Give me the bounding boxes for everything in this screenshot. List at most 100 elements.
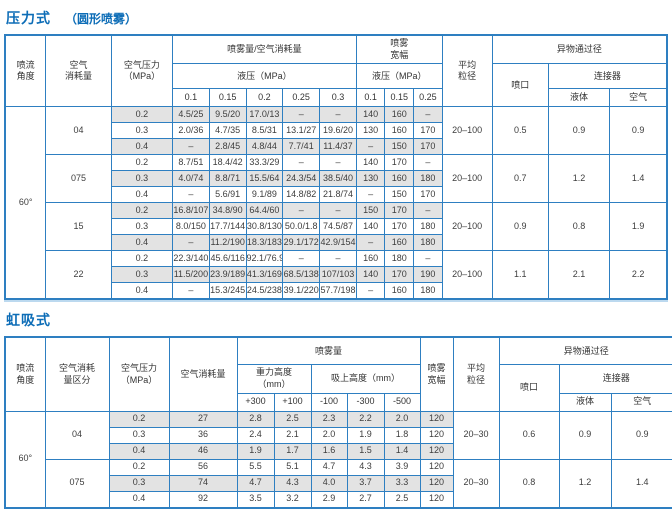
- data-cell: 160: [384, 122, 415, 140]
- data-cell: 29.1/172: [282, 234, 321, 252]
- data-cell: 180: [413, 282, 443, 300]
- table-row: 0.4–15.3/245 24.5/238 39.1/220 57.7/198–160…: [5, 282, 667, 300]
- data-cell: 0.4: [110, 186, 174, 204]
- col-spray-width: 喷雾 宽幅: [419, 336, 454, 412]
- orifice: 0.6: [498, 410, 560, 460]
- avg-particle: 20–30: [452, 410, 500, 460]
- conn-air: 1.4: [609, 154, 668, 204]
- col-avg-particle: 平均 粒径: [441, 34, 493, 108]
- data-cell: 5.6/91: [208, 186, 247, 204]
- col-conn-air: 空气: [609, 88, 668, 108]
- col-h-100: -100: [310, 392, 348, 412]
- data-cell: 2.1: [273, 426, 312, 444]
- data-cell: 2.2: [346, 410, 385, 428]
- table-row: 15 0.2 16.8/107 34.8/90 64.4/60– –150 170–20–1…: [5, 202, 668, 252]
- data-cell: 15.5/64: [245, 170, 284, 188]
- col-h+100: +100: [273, 392, 312, 412]
- data-cell: 41.3/169: [245, 266, 284, 284]
- data-cell: 0.4: [110, 282, 174, 300]
- data-cell: 2.8/45: [208, 138, 247, 156]
- data-cell: –: [282, 250, 321, 268]
- data-cell: 18.4/42: [208, 154, 247, 172]
- page-title-2: 虹吸式: [6, 312, 51, 329]
- data-cell: 0.4: [108, 442, 170, 460]
- data-cell: 24.5/238: [245, 282, 284, 300]
- data-cell: 3.2: [273, 490, 312, 509]
- col-spray-per-air: 喷雾量/空气消耗量: [172, 34, 357, 65]
- data-cell: 92.1/76.9: [245, 250, 284, 268]
- page-subtitle: （圆形喷雾）: [65, 12, 138, 26]
- data-cell: 120: [419, 458, 454, 476]
- data-cell: –: [355, 282, 386, 300]
- data-cell: 4.8/44: [245, 138, 284, 156]
- col-foreign-matter: 异物通过径: [498, 336, 672, 366]
- data-cell: –: [282, 154, 321, 172]
- data-cell: 107/103: [319, 266, 357, 284]
- data-cell: –: [172, 234, 210, 252]
- data-cell: 160: [384, 234, 415, 252]
- data-cell: 190: [413, 266, 443, 284]
- data-cell: 7.7/41: [282, 138, 321, 156]
- data-cell: 2.7: [346, 490, 385, 509]
- table-row: 22 0.2 22.3/140 45.6/116 92.1/76.9– –160 180–2…: [5, 250, 668, 300]
- data-cell: 170: [384, 202, 415, 220]
- data-cell: 24.3/54: [282, 170, 321, 188]
- pressure-type-table: 喷流 角度 空气 消耗量 空气压力 （MPa） 喷雾量/空气消耗量 喷雾 宽幅 平均 粒径…: [4, 34, 668, 301]
- data-cell: 56: [168, 458, 238, 476]
- data-cell: 120: [419, 474, 454, 492]
- data-cell: 15.3/245: [208, 282, 247, 300]
- data-cell: –: [172, 282, 210, 300]
- data-cell: 160: [384, 170, 415, 188]
- data-cell: 36: [168, 426, 238, 444]
- data-cell: 170: [413, 138, 443, 156]
- page-title: 压力式: [6, 10, 51, 26]
- data-cell: 3.7: [346, 474, 385, 492]
- data-cell: 4.5/25: [172, 106, 210, 124]
- section-title-siphon: 虹吸式: [6, 310, 668, 330]
- table-row: 0.3 4.0/74 8.8/71 15.5/64 24.3/54 38.5/40 130 1…: [5, 170, 667, 188]
- table-row: 0.4 46 1.9 1.7 1.6 1.5 1.4 120: [5, 442, 672, 460]
- orifice: 0.7: [491, 154, 549, 204]
- conn-liquid: 2.1: [547, 250, 611, 300]
- data-cell: 160: [355, 250, 386, 268]
- data-cell: 3.5: [236, 490, 275, 509]
- group-label: 22: [45, 250, 112, 300]
- table-row: 075 0.2 56 5.5 5.1 4.7 4.3 3.9 120 20–30 0.8 1.2 1.4: [5, 458, 672, 509]
- data-cell: 8.5/31: [245, 122, 284, 140]
- table-row: 0.3 11.5/200 23.9/189 41.3/169 68.5/138 107/1…: [5, 266, 667, 284]
- data-cell: –: [413, 106, 443, 124]
- col-width-0.25: 0.25: [413, 88, 443, 108]
- data-cell: 170: [384, 154, 415, 172]
- data-cell: 9.1/89: [245, 186, 284, 204]
- data-cell: 33.3/29: [245, 154, 284, 172]
- data-cell: 0.2: [110, 202, 174, 220]
- data-cell: 1.5: [346, 442, 385, 460]
- spray-angle: 60°: [4, 106, 47, 300]
- data-cell: 0.2: [110, 154, 174, 172]
- col-air-consumption: 空气 消耗量: [45, 34, 112, 108]
- data-cell: 120: [419, 426, 454, 444]
- data-cell: 13.1/27: [282, 122, 321, 140]
- col-conn-air: 空气: [610, 392, 672, 412]
- table-row: 0.4–5.6/91 9.1/89 14.8/82 21.8/74–150 170: [5, 186, 667, 204]
- group-label: 075: [45, 154, 112, 204]
- data-cell: 2.0: [310, 426, 348, 444]
- col-spray-angle: 喷流 角度: [4, 34, 47, 108]
- data-cell: 11.4/37: [319, 138, 357, 156]
- data-cell: 9.5/20: [208, 106, 247, 124]
- col-spray-width: 喷雾 宽幅: [355, 34, 443, 65]
- data-cell: 4.3: [346, 458, 385, 476]
- data-cell: 0.2: [108, 458, 170, 476]
- data-cell: 30.8/130: [245, 218, 284, 236]
- data-cell: 170: [413, 122, 443, 140]
- col-gravity-height: 重力高度 （mm）: [236, 364, 312, 394]
- data-cell: 11.5/200: [172, 266, 210, 284]
- data-cell: 2.3: [310, 410, 348, 428]
- data-cell: 170: [384, 218, 415, 236]
- siphon-type-section: 虹吸式 喷流 角度 空气消耗 量区分 空气压力 （MPa） 空气消耗量 喷雾量 喷雾 宽幅…: [4, 310, 672, 509]
- data-cell: 2.8: [236, 410, 275, 428]
- data-cell: 160: [384, 282, 415, 300]
- avg-particle: 20–100: [441, 250, 493, 300]
- data-cell: 2.4: [236, 426, 275, 444]
- data-cell: –: [172, 138, 210, 156]
